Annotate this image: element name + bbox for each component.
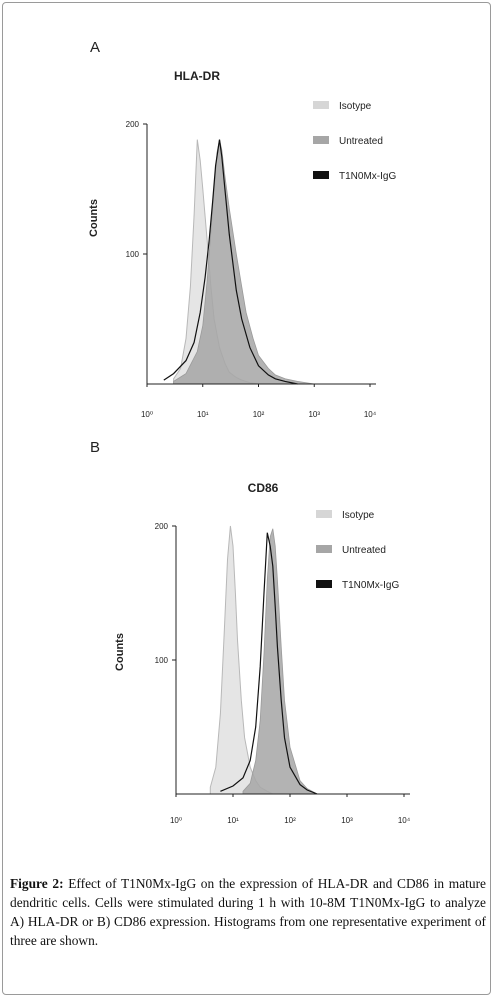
caption-text: Effect of T1N0Mx-IgG on the expression o… (10, 876, 486, 948)
panel-a-legend-swatch-2 (313, 136, 329, 144)
panel-a-title: HLA-DR (174, 69, 220, 83)
panel-a-series-3-line (163, 139, 298, 385)
panel-b-legend-label-1: Isotype (342, 510, 375, 521)
panel-b-x-tick-label-0: 10⁰ (170, 816, 182, 825)
panel-b-letter: B (90, 439, 100, 456)
figure-caption: Figure 2: Effect of T1N0Mx-IgG on the ex… (10, 874, 486, 950)
panel-a-legend-swatch-3 (313, 171, 329, 179)
panel-a-plot-area: 100 200 10⁰ 10¹ 10² 10³ 10⁴ (126, 120, 377, 419)
chart-panel-b: B CD86 Counts 100 200 10⁰ 10¹ 10² 10³ 10⁴ Isot… (90, 439, 411, 825)
panel-a-legend: Isotype Untreated T1N0Mx-IgG (313, 101, 396, 182)
caption-label: Figure 2: (10, 876, 64, 891)
panel-b-legend-swatch-3 (316, 580, 332, 588)
panel-b-legend-label-3: T1N0Mx-IgG (342, 580, 399, 591)
panel-b-y-tick-label-0: 100 (155, 656, 169, 665)
panel-b-plot-area: 100 200 10⁰ 10¹ 10² 10³ 10⁴ (155, 522, 411, 825)
panel-b-x-tick-label-1: 10¹ (227, 816, 239, 825)
panel-a-y-tick-label-0: 100 (126, 250, 140, 259)
panel-a-y-axis-label: Counts (88, 199, 100, 237)
panel-b-x-tick-label-2: 10² (284, 816, 296, 825)
panel-b-y-axis-label: Counts (114, 633, 126, 671)
panel-a-legend-label-2: Untreated (339, 136, 383, 147)
panel-a-legend-label-3: T1N0Mx-IgG (339, 171, 396, 182)
panel-b-legend-label-2: Untreated (342, 545, 386, 556)
panel-b-title: CD86 (248, 481, 279, 495)
panel-b-x-tick-label-4: 10⁴ (398, 816, 411, 825)
chart-panel-a: A HLA-DR Counts 100 200 10⁰ 10¹ 10² 10³ 10⁴ Is… (88, 39, 396, 419)
panel-b-legend: Isotype Untreated T1N0Mx-IgG (316, 510, 399, 591)
panel-a-x-tick-label-3: 10³ (308, 410, 320, 419)
panel-a-legend-swatch-1 (313, 101, 329, 109)
panel-a-x-tick-label-2: 10² (253, 410, 265, 419)
panel-a-x-tick-label-4: 10⁴ (364, 410, 377, 419)
panel-b-legend-swatch-1 (316, 510, 332, 518)
panel-a-y-tick-label-1: 200 (126, 120, 140, 129)
panel-a-x-tick-label-0: 10⁰ (141, 410, 153, 419)
panel-b-series-3-line (220, 532, 318, 795)
panel-b-y-tick-label-1: 200 (155, 522, 169, 531)
panel-a-x-tick-label-1: 10¹ (197, 410, 209, 419)
panel-a-letter: A (90, 39, 100, 56)
panel-b-x-tick-label-3: 10³ (341, 816, 353, 825)
panel-b-series-2-area (242, 528, 318, 795)
panel-b-legend-swatch-2 (316, 545, 332, 553)
panel-a-legend-label-1: Isotype (339, 101, 372, 112)
panel-a-series-2-area (173, 139, 315, 385)
